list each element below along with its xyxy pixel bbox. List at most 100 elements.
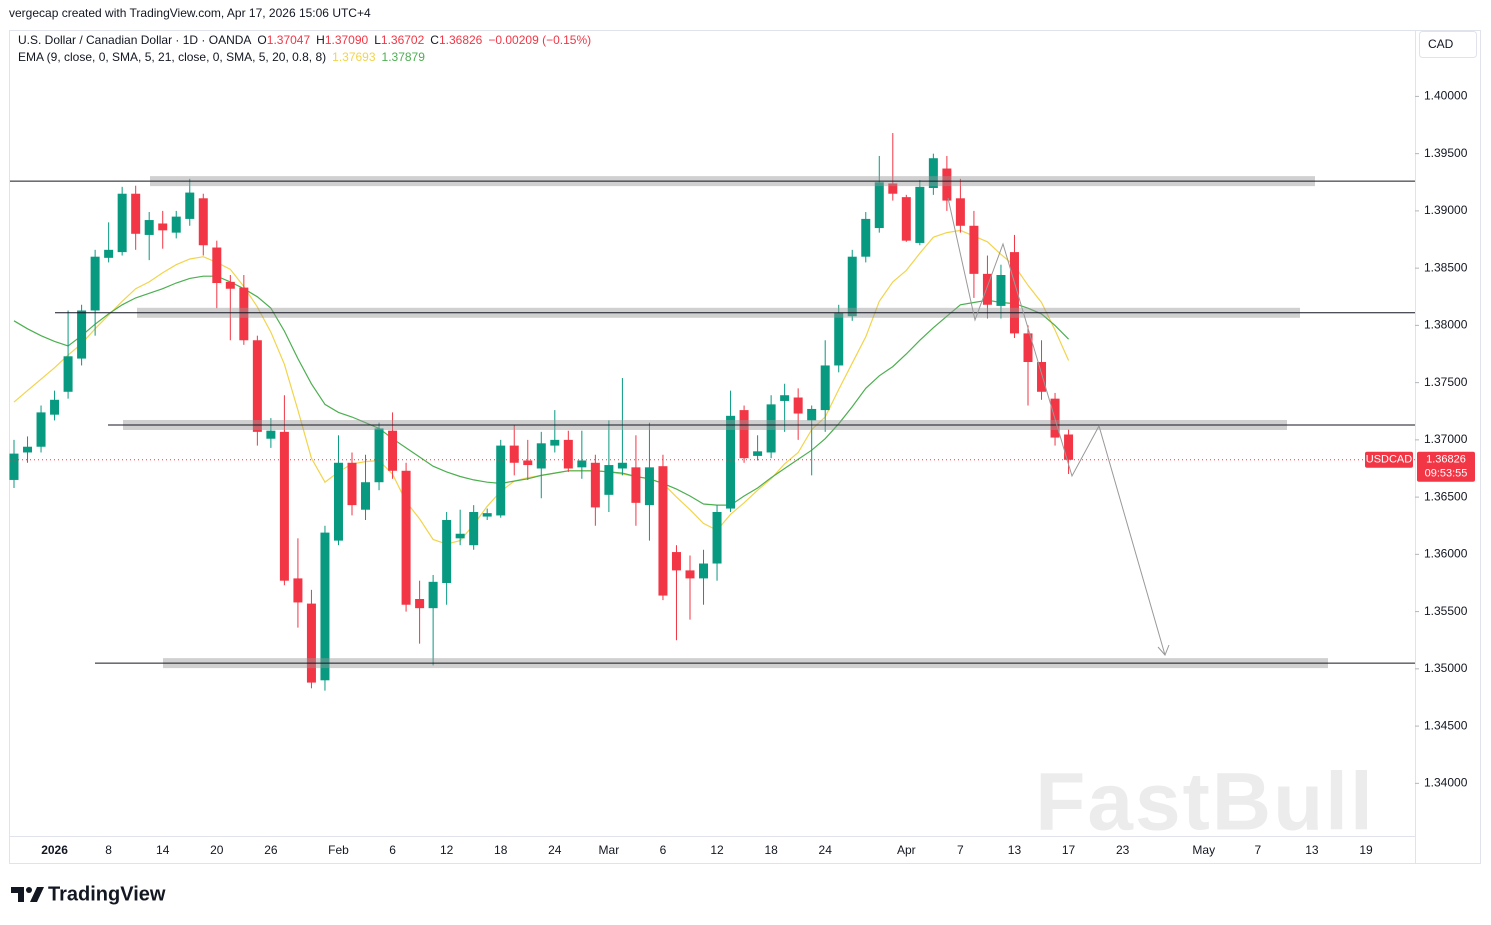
- ohlc-value: 1.36702: [381, 33, 425, 47]
- logo-text: TradingView: [48, 883, 166, 905]
- y-tick-label: 1.38500: [1424, 260, 1468, 274]
- indicator-value: 1.37879: [382, 50, 426, 64]
- y-tick-label: 1.35500: [1424, 604, 1468, 618]
- candle-body: [23, 446, 33, 453]
- candle-body: [766, 404, 776, 453]
- candle-body: [590, 462, 600, 508]
- currency-button[interactable]: [1419, 31, 1477, 58]
- candle-body: [509, 445, 519, 463]
- candle-body: [320, 532, 330, 681]
- candle-body: [144, 220, 154, 235]
- ohlc-value: 1.36826: [439, 33, 483, 47]
- tradingview-logo: TradingView: [11, 883, 166, 905]
- price-tag-bg: [1417, 451, 1475, 482]
- candle-body: [780, 395, 790, 401]
- x-tick-label: 26: [264, 843, 278, 857]
- candle-body: [63, 356, 73, 392]
- candle-body: [252, 340, 262, 432]
- candle-body: [496, 445, 506, 516]
- x-tick-label: Feb: [328, 843, 349, 857]
- x-tick-label: Mar: [599, 843, 620, 857]
- candle-body: [658, 466, 668, 596]
- candle-body: [1009, 252, 1019, 334]
- watermark: FastBull: [1035, 757, 1374, 848]
- x-tick-label: 2026: [41, 843, 68, 857]
- candle-body: [171, 216, 181, 233]
- candle-body: [644, 467, 654, 506]
- candle-body: [699, 563, 709, 579]
- candle-body: [820, 365, 830, 411]
- x-tick-label: 8: [105, 843, 112, 857]
- y-tick-label: 1.37500: [1424, 375, 1468, 389]
- x-tick-label: 20: [210, 843, 224, 857]
- candle-body: [847, 256, 857, 317]
- x-tick-label: 12: [440, 843, 454, 857]
- x-tick-label: 17: [1062, 843, 1076, 857]
- x-tick-label: 13: [1305, 843, 1319, 857]
- candle-body: [239, 287, 249, 341]
- candle-body: [1037, 362, 1047, 392]
- candle-body: [415, 599, 425, 609]
- x-tick-label: 14: [156, 843, 170, 857]
- indicator-value: 1.37693: [332, 50, 376, 64]
- candle-body: [996, 275, 1006, 306]
- ohlc-key: O: [257, 33, 266, 47]
- candle-body: [793, 397, 803, 414]
- candle-body: [455, 533, 465, 539]
- projection-arrowhead: [1157, 644, 1170, 656]
- price-tag: 1.36826: [1426, 454, 1466, 466]
- plot: 1.34000 1.34500 1.35000 1.35500 1.36000 1.365…: [9, 89, 1468, 857]
- candle-body: [442, 520, 452, 583]
- candle-body: [726, 415, 736, 509]
- x-tick-label: 18: [494, 843, 508, 857]
- x-tick-label: 6: [660, 843, 667, 857]
- candle-body: [982, 273, 992, 305]
- logo-dot: [26, 887, 32, 893]
- candle-body: [212, 247, 222, 284]
- y-tick-label: 1.34000: [1424, 776, 1468, 790]
- candle-body: [266, 430, 276, 439]
- credit: vergecap created with TradingView.com, A…: [9, 6, 371, 20]
- candle-body: [874, 182, 884, 229]
- indicator-legend: EMA (9, close, 0, SMA, 5, 21, close, 0, …: [18, 50, 425, 64]
- candle-body: [604, 465, 614, 495]
- candle-body: [753, 451, 763, 456]
- candle-body: [306, 603, 316, 683]
- y-tick-label: 1.35000: [1424, 661, 1468, 675]
- projection-path: [947, 197, 1166, 656]
- ohlc-key: H: [316, 33, 325, 47]
- x-tick-label: 18: [764, 843, 778, 857]
- candle-body: [158, 223, 168, 231]
- candle-body: [1023, 333, 1033, 363]
- candle-body: [1064, 434, 1074, 460]
- candle-body: [712, 511, 722, 564]
- currency[interactable]: CAD: [1428, 37, 1454, 51]
- x-tick-label: 23: [1116, 843, 1130, 857]
- y-tick-label: 1.37000: [1424, 432, 1468, 446]
- x-tick-label: Apr: [897, 843, 916, 857]
- x-tick-label: 24: [819, 843, 833, 857]
- candle-body: [955, 198, 965, 226]
- candle-body: [536, 443, 546, 469]
- candle-body: [685, 570, 695, 579]
- candle-body: [185, 192, 195, 219]
- x-tick-label: 24: [548, 843, 562, 857]
- candle-body: [347, 462, 357, 506]
- y-tick-label: 1.34500: [1424, 718, 1468, 732]
- candle-body: [131, 193, 141, 234]
- y-tick-label: 1.39000: [1424, 203, 1468, 217]
- ohlc-value: 1.37090: [325, 33, 369, 47]
- ohlc-value: 1.37047: [267, 33, 311, 47]
- candle-body: [469, 511, 479, 546]
- chart-frame: [9, 30, 1481, 864]
- candle-body: [428, 581, 438, 609]
- candle-body: [577, 460, 587, 468]
- candle-body: [617, 462, 627, 469]
- candle-body: [293, 578, 303, 603]
- candle-body: [9, 453, 19, 480]
- countdown: 09:53:55: [1425, 468, 1468, 480]
- candle-body: [117, 193, 127, 253]
- symbol-legend: U.S. Dollar / Canadian Dollar · 1D · OAN…: [18, 33, 591, 47]
